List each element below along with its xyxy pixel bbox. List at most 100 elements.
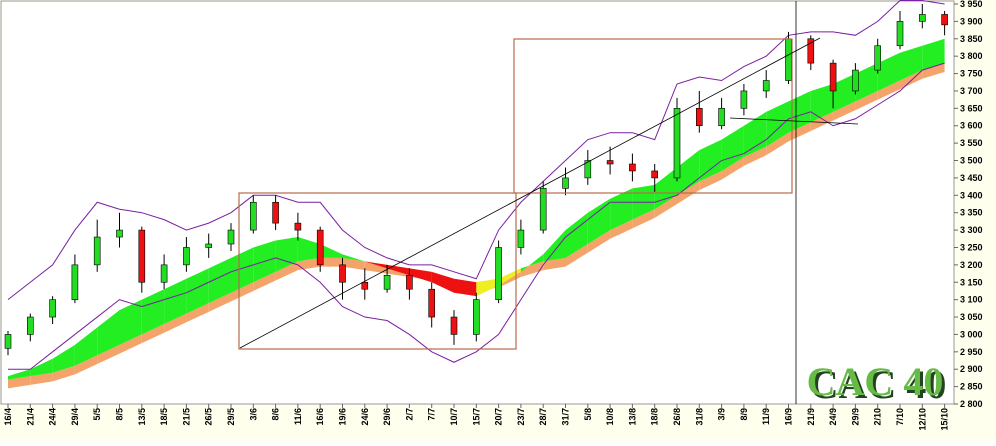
trend-line bbox=[239, 37, 821, 349]
candle-body bbox=[896, 21, 904, 47]
y-tick-label: 3 750 bbox=[960, 69, 983, 79]
ribbon-fast bbox=[543, 230, 566, 262]
y-tick-label: 3 800 bbox=[960, 51, 983, 61]
y-tick-label: 3 200 bbox=[960, 260, 983, 270]
candle-body bbox=[807, 38, 815, 64]
candle-body bbox=[517, 229, 525, 248]
x-tick-label: 8/9 bbox=[739, 408, 749, 421]
y-tick-label: 3 450 bbox=[960, 173, 983, 183]
y-tick-label: 2 950 bbox=[960, 347, 983, 357]
ribbon-fast bbox=[476, 278, 499, 297]
ribbon-fast bbox=[454, 278, 477, 297]
ribbon-slow bbox=[141, 324, 165, 344]
ribbon-fast bbox=[520, 254, 544, 272]
ribbon-slow bbox=[699, 170, 722, 191]
ribbon-slow bbox=[231, 282, 254, 302]
x-tick-label: 18/8 bbox=[650, 408, 660, 426]
chart-title-shadow: CAC 40 bbox=[810, 362, 947, 407]
y-tick-label: 3 350 bbox=[960, 208, 983, 218]
ribbon-fast bbox=[231, 247, 254, 293]
ribbon-fast bbox=[141, 289, 165, 335]
ribbon-slow bbox=[587, 230, 611, 253]
ribbon-slow bbox=[164, 313, 187, 333]
x-tick-label: 8/6 bbox=[271, 408, 281, 421]
candle-body bbox=[250, 201, 257, 231]
candle-body bbox=[852, 69, 859, 92]
ribbon-fast bbox=[833, 73, 856, 112]
range-box bbox=[513, 38, 793, 194]
candle-body bbox=[629, 163, 636, 172]
ribbon-fast bbox=[743, 111, 767, 158]
x-tick-label: 8/5 bbox=[115, 408, 125, 421]
candle-body bbox=[941, 14, 948, 26]
x-tick-label: 11/6 bbox=[293, 408, 303, 425]
y-tick-label: 3 650 bbox=[960, 103, 983, 113]
candle-body bbox=[49, 299, 56, 318]
ribbon-fast bbox=[900, 45, 923, 81]
ribbon-fast bbox=[297, 237, 321, 262]
candle-body bbox=[116, 229, 123, 238]
x-tick-label: 12/10 bbox=[917, 408, 927, 431]
x-tick-label: 5/8 bbox=[583, 408, 593, 421]
y-tick-label: 2 800 bbox=[960, 399, 983, 409]
ribbon-fast bbox=[74, 327, 98, 366]
y-tick-label: 3 000 bbox=[960, 329, 983, 339]
candle-body bbox=[695, 108, 703, 127]
candle-body bbox=[294, 222, 302, 231]
x-tick-label: 24/4 bbox=[48, 408, 58, 426]
ribbon-slow bbox=[654, 195, 677, 218]
candle-body bbox=[562, 177, 569, 189]
x-tick-label: 29/4 bbox=[70, 408, 80, 426]
x-tick-label: 2/7 bbox=[404, 408, 414, 421]
candle-body bbox=[227, 229, 235, 245]
x-tick-label: 16/4 bbox=[3, 408, 13, 426]
support-line bbox=[729, 117, 859, 125]
x-tick-label: 5/5 bbox=[92, 408, 102, 421]
y-tick-label: 3 300 bbox=[960, 225, 983, 235]
ribbon-slow bbox=[74, 355, 98, 375]
x-tick-label: 21/4 bbox=[25, 408, 35, 426]
candle-body bbox=[316, 229, 324, 266]
y-tick-label: 2 850 bbox=[960, 382, 983, 392]
candle-body bbox=[740, 90, 748, 109]
ribbon-fast bbox=[766, 101, 789, 147]
x-tick-label: 7/10 bbox=[895, 408, 905, 426]
y-tick-label: 3 500 bbox=[960, 156, 983, 166]
ribbon-slow bbox=[610, 219, 633, 239]
candle-body bbox=[138, 229, 146, 283]
candle-body bbox=[160, 264, 168, 283]
ribbon-fast bbox=[97, 310, 120, 356]
ribbon-fast bbox=[387, 264, 410, 276]
ribbon-slow bbox=[833, 101, 856, 121]
y-tick-label: 3 400 bbox=[960, 190, 983, 200]
ribbon-slow bbox=[30, 372, 53, 385]
ribbon-slow bbox=[97, 344, 120, 364]
ribbon-fast bbox=[810, 84, 834, 123]
ribbon-slow bbox=[743, 146, 767, 166]
ribbon-slow bbox=[788, 122, 811, 142]
candle-body bbox=[651, 170, 659, 179]
ribbon-slow bbox=[52, 365, 75, 382]
chart-title: CAC 40 bbox=[807, 359, 944, 404]
ribbon-fast bbox=[208, 257, 231, 304]
ribbon-fast bbox=[587, 198, 611, 244]
ribbon-fast bbox=[788, 90, 811, 133]
candle-body bbox=[606, 160, 614, 165]
x-tick-label: 15/7 bbox=[471, 408, 481, 426]
candle-body bbox=[472, 299, 480, 335]
x-tick-label: 26/5 bbox=[204, 408, 214, 426]
y-tick-label: 3 900 bbox=[960, 16, 983, 26]
ribbon-slow bbox=[766, 132, 789, 156]
y-tick-label: 3 050 bbox=[960, 312, 983, 322]
plot-area bbox=[0, 0, 955, 405]
x-tick-label: 21/9 bbox=[806, 408, 816, 426]
candle-body bbox=[205, 243, 212, 248]
candle-body bbox=[584, 160, 592, 179]
ribbon-slow bbox=[119, 334, 142, 354]
ribbon-fast bbox=[119, 299, 142, 345]
ribbon-fast bbox=[498, 268, 521, 286]
ribbon-fast bbox=[431, 271, 454, 293]
ribbon-fast bbox=[721, 125, 744, 171]
candle-body bbox=[918, 14, 926, 22]
